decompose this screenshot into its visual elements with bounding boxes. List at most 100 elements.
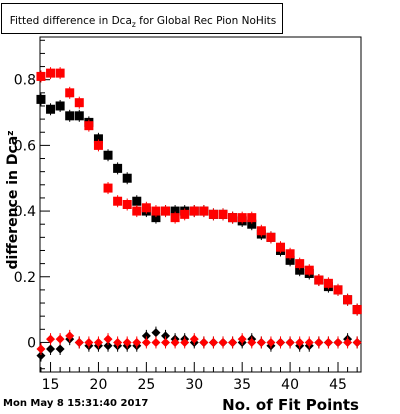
data-point [266, 232, 276, 242]
data-point [132, 206, 142, 216]
data-point [161, 206, 171, 216]
data-point [256, 226, 266, 236]
y-tick-label: 0.4 [14, 204, 36, 220]
data-point [84, 121, 94, 131]
data-point [304, 265, 314, 275]
data-series-1 [36, 67, 362, 316]
plot-frame [39, 36, 362, 373]
data-point [74, 337, 84, 347]
data-point [352, 337, 362, 347]
data-point [247, 213, 257, 223]
chart-title-main: Fitted difference in Dca [10, 15, 132, 27]
data-point [141, 337, 151, 347]
data-point [170, 213, 180, 223]
data-point [276, 242, 286, 252]
data-point [170, 206, 180, 216]
data-point [151, 213, 161, 223]
data-point [314, 275, 324, 285]
data-point [333, 285, 343, 295]
data-point [36, 94, 46, 104]
data-point [93, 337, 103, 347]
data-point [36, 344, 46, 354]
data-point [141, 203, 151, 213]
data-point [55, 68, 65, 78]
data-point [74, 98, 84, 108]
data-point [237, 334, 247, 344]
data-point [113, 163, 123, 173]
data-point [65, 88, 75, 98]
svg-text:Fitted difference in Dcaz for: Fitted difference in Dcaz for Global Rec… [10, 15, 277, 29]
data-point [55, 101, 65, 111]
data-point [266, 337, 276, 347]
x-tick-label: 20 [90, 377, 108, 393]
data-point [84, 337, 94, 347]
data-point [122, 337, 132, 347]
data-point [343, 295, 353, 305]
y-tick-label: 0 [27, 335, 36, 351]
data-point [170, 337, 180, 347]
data-point [46, 334, 56, 344]
data-point [122, 173, 132, 183]
data-point [208, 209, 218, 219]
data-point [352, 305, 362, 315]
data-point [132, 337, 142, 347]
data-point [285, 255, 295, 265]
data-point [323, 278, 333, 288]
y-axis-label-main: difference in Dca [5, 136, 21, 270]
data-point [237, 213, 247, 223]
data-point [323, 337, 333, 347]
data-point [132, 196, 142, 206]
data-point [103, 150, 113, 160]
data-point [218, 337, 228, 347]
x-tick-label: 15 [42, 377, 60, 393]
timestamp: Mon May 8 15:31:40 2017 [3, 398, 149, 409]
data-point [218, 209, 228, 219]
data-point [247, 337, 257, 347]
data-point [36, 71, 46, 81]
data-point [343, 337, 353, 347]
data-point [247, 219, 257, 229]
chart-title-subscript: z [132, 20, 136, 29]
data-point [151, 206, 161, 216]
data-point [304, 337, 314, 347]
y-axis-label-subscript: z [6, 131, 16, 136]
y-tick-label: 0.8 [14, 73, 36, 89]
x-axis-label: No. of Fit Points [222, 396, 359, 414]
chart-title-suffix: for Global Rec Pion NoHits [136, 15, 276, 27]
data-point [295, 259, 305, 269]
data-point [103, 183, 113, 193]
data-point [103, 334, 113, 344]
data-point [93, 140, 103, 150]
data-point [295, 265, 305, 275]
data-point [180, 209, 190, 219]
data-point [65, 111, 75, 121]
x-tick-label: 40 [281, 377, 299, 393]
data-point [46, 344, 56, 354]
x-tick-label: 25 [137, 377, 155, 393]
data-point [189, 334, 199, 344]
data-point [228, 337, 238, 347]
data-point [151, 337, 161, 347]
data-point [161, 337, 171, 347]
data-point [151, 328, 161, 338]
data-point [180, 337, 190, 347]
data-point [55, 334, 65, 344]
chart-title-box: Fitted difference in Dcaz for Global Rec… [1, 3, 283, 34]
data-point [208, 337, 218, 347]
data-series-3 [36, 329, 362, 356]
data-point [333, 337, 343, 347]
data-series-2 [36, 326, 362, 362]
data-point [113, 337, 123, 347]
data-point [228, 213, 238, 223]
data-point [103, 341, 113, 351]
x-tick-label: 35 [233, 377, 251, 393]
x-tick-label: 30 [185, 377, 203, 393]
data-point [74, 111, 84, 121]
data-point [314, 337, 324, 347]
data-point [65, 331, 75, 341]
data-point [141, 331, 151, 341]
y-axis-label: difference in Dcaz [5, 131, 21, 270]
data-point [285, 249, 295, 259]
data-point [55, 344, 65, 354]
